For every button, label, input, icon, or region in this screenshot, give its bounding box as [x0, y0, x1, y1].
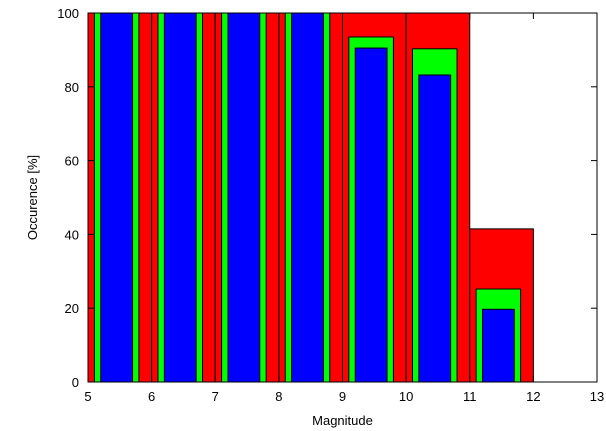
bar-series-2-bin-0: [100, 12, 134, 383]
y-tick-label: 100: [57, 6, 79, 21]
x-axis-title: Magnitude: [312, 413, 373, 428]
y-axis: 0 20 40 60 80 100: [57, 6, 597, 390]
bar-series-2-bin-3: [291, 12, 324, 383]
bar-series-2-bin-6: [481, 308, 515, 383]
bars-layer: [87, 12, 534, 383]
x-tick-label: 7: [212, 389, 219, 404]
bar-series-2-bin-5: [418, 74, 452, 383]
y-tick-label: 80: [65, 80, 79, 95]
x-tick-label: 5: [84, 389, 91, 404]
bar-series-2-bin-4: [354, 47, 388, 383]
y-tick-label: 60: [65, 154, 79, 169]
x-tick-label: 12: [526, 389, 540, 404]
x-tick-label: 11: [463, 389, 477, 404]
y-tick-label: 40: [65, 227, 79, 242]
y-axis-title: Occurence [%]: [25, 155, 40, 240]
y-tick-label: 20: [65, 301, 79, 316]
x-tick-label: 9: [339, 389, 346, 404]
x-tick-label: 10: [399, 389, 413, 404]
x-tick-label: 8: [275, 389, 282, 404]
x-axis: 5 6 7 8 9 10 11 12 13: [84, 13, 604, 404]
y-tick-label: 0: [72, 375, 79, 390]
x-tick-label: 13: [590, 389, 604, 404]
bar-series-2-bin-2: [227, 12, 261, 383]
x-tick-label: 6: [148, 389, 155, 404]
bar-series-2-bin-1: [163, 12, 197, 383]
